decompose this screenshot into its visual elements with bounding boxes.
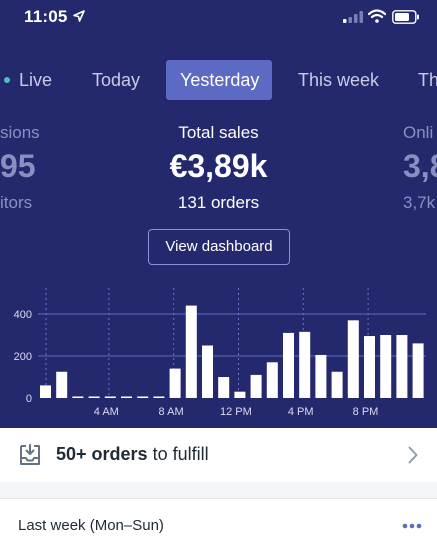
sessions-label: sions bbox=[0, 123, 40, 142]
bar-hour-3 bbox=[88, 396, 100, 398]
bar-hour-18 bbox=[331, 371, 343, 398]
fulfill-orders-row[interactable]: 50+ orders to fulfill bbox=[0, 428, 437, 482]
bar-hour-10 bbox=[202, 345, 213, 398]
last-week-card-header: Last week (Mon–Sun) bbox=[0, 498, 437, 541]
more-options-icon[interactable] bbox=[402, 523, 422, 529]
online-sub: 3,7k bbox=[403, 193, 436, 212]
bar-hour-23 bbox=[412, 343, 424, 398]
fulfill-suffix: to fulfill bbox=[152, 444, 209, 464]
orders-count: 131 orders bbox=[177, 193, 260, 212]
chevron-right-icon bbox=[408, 446, 418, 464]
bar-hour-12 bbox=[234, 391, 246, 398]
x-tick-label: 4 PM bbox=[288, 406, 314, 418]
sessions-value: 95 bbox=[0, 148, 36, 184]
bar-hour-7 bbox=[153, 396, 165, 398]
fulfill-count: 50+ orders bbox=[56, 444, 148, 464]
x-tick-label: 8 AM bbox=[159, 406, 184, 418]
bar-hour-8 bbox=[169, 368, 181, 398]
visitors-label: itors bbox=[0, 193, 33, 212]
bar-hour-14 bbox=[266, 362, 278, 398]
tab-this-week[interactable]: This week bbox=[298, 70, 380, 90]
x-tick-label: 4 AM bbox=[94, 406, 119, 418]
bar-hour-11 bbox=[218, 377, 230, 398]
sales-bar-chart: 400 200 0 4 AM 8 AM 12 PM 4 PM 8 PM bbox=[14, 288, 426, 418]
bar-hour-20 bbox=[364, 336, 375, 398]
y-tick-label: 0 bbox=[26, 393, 32, 405]
bar-hour-9 bbox=[185, 305, 197, 398]
last-week-label: Last week (Mon–Sun) bbox=[18, 517, 164, 534]
online-value: 3,8 bbox=[403, 148, 437, 184]
bar-hour-1 bbox=[56, 371, 68, 398]
view-dashboard-button[interactable]: View dashboard bbox=[148, 229, 290, 265]
tab-today[interactable]: Today bbox=[92, 70, 141, 90]
tab-yesterday[interactable]: Yesterday bbox=[166, 60, 272, 100]
status-time: 11:05 bbox=[24, 7, 68, 26]
fulfill-orders-text: 50+ orders to fulfill bbox=[56, 444, 209, 465]
location-arrow-icon bbox=[73, 10, 85, 22]
battery-icon bbox=[392, 10, 419, 24]
y-tick-label: 400 bbox=[14, 309, 32, 321]
bar-hour-2 bbox=[72, 396, 84, 398]
tab-partial[interactable]: Th bbox=[418, 70, 437, 90]
bar-hour-0 bbox=[40, 385, 51, 398]
live-indicator-icon bbox=[4, 76, 10, 83]
total-sales-label: Total sales bbox=[178, 123, 259, 142]
x-tick-label: 12 PM bbox=[220, 406, 252, 418]
bar-hour-6 bbox=[137, 396, 149, 398]
inbox-download-icon bbox=[20, 444, 40, 465]
bar-hour-17 bbox=[315, 354, 327, 398]
bar-hour-16 bbox=[299, 331, 311, 398]
analytics-hero: 11:05 Live Today Yesterday This week Th … bbox=[0, 0, 437, 428]
y-tick-label: 200 bbox=[14, 351, 32, 363]
bar-hour-13 bbox=[250, 374, 262, 398]
total-sales-value: €3,89k bbox=[169, 148, 268, 184]
cellular-signal-icon bbox=[343, 11, 363, 23]
bar-hour-15 bbox=[283, 332, 294, 398]
online-label: Onli bbox=[403, 123, 434, 142]
bar-hour-4 bbox=[104, 396, 116, 398]
wifi-icon bbox=[368, 9, 386, 23]
bar-hour-5 bbox=[121, 396, 132, 398]
bar-hour-22 bbox=[396, 335, 408, 398]
tab-live[interactable]: Live bbox=[4, 60, 52, 100]
bar-hour-19 bbox=[347, 320, 359, 398]
bar-hour-21 bbox=[380, 335, 392, 398]
x-tick-label: 8 PM bbox=[353, 406, 379, 418]
